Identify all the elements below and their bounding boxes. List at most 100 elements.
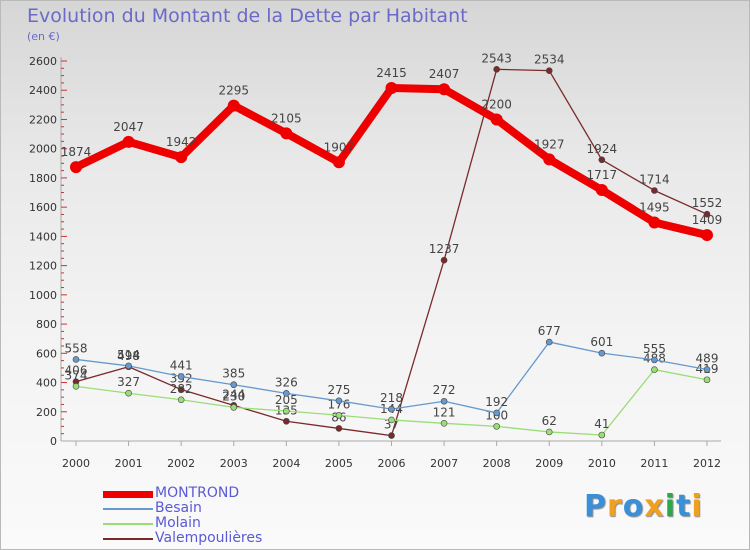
data-label: 176 [327, 397, 350, 411]
data-label: 2200 [481, 97, 512, 111]
data-point [283, 407, 290, 415]
data-label: 37 [384, 418, 399, 432]
data-point [543, 153, 556, 166]
y-tick-label: 2400 [29, 84, 57, 97]
y-tick-label: 200 [36, 406, 57, 419]
data-label: 327 [117, 375, 140, 389]
x-tick-label: 2006 [378, 457, 406, 470]
series-line-montrond [72, 84, 711, 240]
unit-label: (en €) [27, 30, 60, 43]
logo-letter: t [676, 489, 692, 524]
legend: MONTROND Besain Molain Valempoulières [103, 486, 363, 546]
chart-title: Evolution du Montant de la Dette par Hab… [27, 5, 468, 27]
data-label: 244 [222, 387, 245, 401]
data-label: 514 [117, 348, 140, 362]
data-label: 62 [542, 414, 557, 428]
data-label: 2407 [429, 67, 460, 81]
data-label: 275 [327, 383, 350, 397]
logo-letter: r [607, 489, 623, 524]
data-point [335, 425, 343, 432]
x-tick-label: 2011 [640, 457, 668, 470]
data-point [651, 356, 658, 364]
data-label: 326 [275, 375, 298, 389]
data-label: 230 [222, 389, 245, 403]
data-label: 385 [222, 367, 245, 381]
data-point [177, 396, 185, 404]
data-point [598, 156, 606, 164]
legend-swatch [103, 508, 153, 510]
logo-letter: P [584, 489, 607, 524]
data-point [440, 420, 448, 427]
data-point [598, 349, 606, 357]
data-label: 406 [65, 364, 88, 378]
data-label: 1907 [324, 140, 355, 154]
data-label: 1942 [166, 135, 197, 149]
data-point [125, 362, 132, 370]
data-point [545, 428, 553, 436]
y-tick-label: 0 [50, 435, 57, 448]
data-label: 2415 [376, 66, 407, 80]
data-point [493, 423, 500, 430]
data-label: 374 [65, 368, 88, 382]
data-point [230, 404, 238, 411]
data-point [122, 135, 135, 148]
data-label: 205 [275, 393, 298, 407]
logo-letter: i [691, 489, 703, 524]
data-point [72, 383, 80, 390]
data-label: 555 [643, 342, 666, 356]
data-label: 1717 [587, 168, 618, 182]
y-tick-label: 2600 [29, 55, 57, 68]
data-label: 2295 [218, 84, 249, 98]
data-point [440, 397, 448, 405]
data-point [335, 411, 343, 419]
legend-label: Valempoulières [155, 530, 263, 546]
logo-letter: i [664, 489, 677, 524]
x-tick-label: 2009 [535, 457, 563, 470]
data-point [227, 99, 240, 112]
data-label: 2543 [481, 51, 512, 65]
legend-swatch [103, 523, 153, 525]
logo-letter: x [644, 489, 665, 524]
y-tick-label: 600 [36, 347, 57, 360]
data-point [385, 82, 398, 95]
data-point [701, 229, 713, 242]
legend-label: MONTROND [155, 485, 240, 501]
data-point [177, 386, 185, 393]
data-label: 2047 [113, 120, 144, 134]
data-label: 1409 [692, 213, 723, 227]
data-point [648, 216, 661, 229]
x-tick-label: 2001 [115, 457, 143, 470]
data-point [70, 161, 82, 174]
legend-swatch [103, 538, 153, 540]
x-tick-label: 2005 [325, 457, 353, 470]
data-label: 1924 [587, 142, 618, 156]
data-label: 601 [590, 335, 613, 349]
data-label: 1927 [534, 137, 565, 151]
data-point [545, 338, 553, 346]
logo-letter: o [622, 489, 645, 524]
x-tick-label: 2000 [62, 457, 90, 470]
proxiti-logo: Proxiti [584, 489, 703, 524]
y-tick-label: 1400 [29, 230, 57, 243]
data-label: 1495 [639, 201, 670, 215]
y-tick-label: 400 [36, 377, 57, 390]
data-point [332, 156, 345, 169]
y-tick-label: 1200 [29, 260, 57, 273]
y-tick-label: 2000 [29, 143, 57, 156]
data-point [177, 373, 185, 380]
data-label: 2105 [271, 111, 302, 125]
legend-item: Valempoulières [103, 531, 363, 546]
data-point [388, 432, 395, 439]
data-point [703, 376, 711, 384]
legend-swatch [103, 491, 153, 498]
legend-label: Besain [155, 500, 202, 516]
data-point [440, 256, 448, 264]
data-point [493, 409, 500, 417]
data-point [651, 187, 658, 194]
y-tick-label: 1600 [29, 201, 57, 214]
data-label: 41 [594, 417, 609, 431]
data-label: 677 [538, 324, 561, 338]
data-label: 498 [117, 349, 140, 363]
